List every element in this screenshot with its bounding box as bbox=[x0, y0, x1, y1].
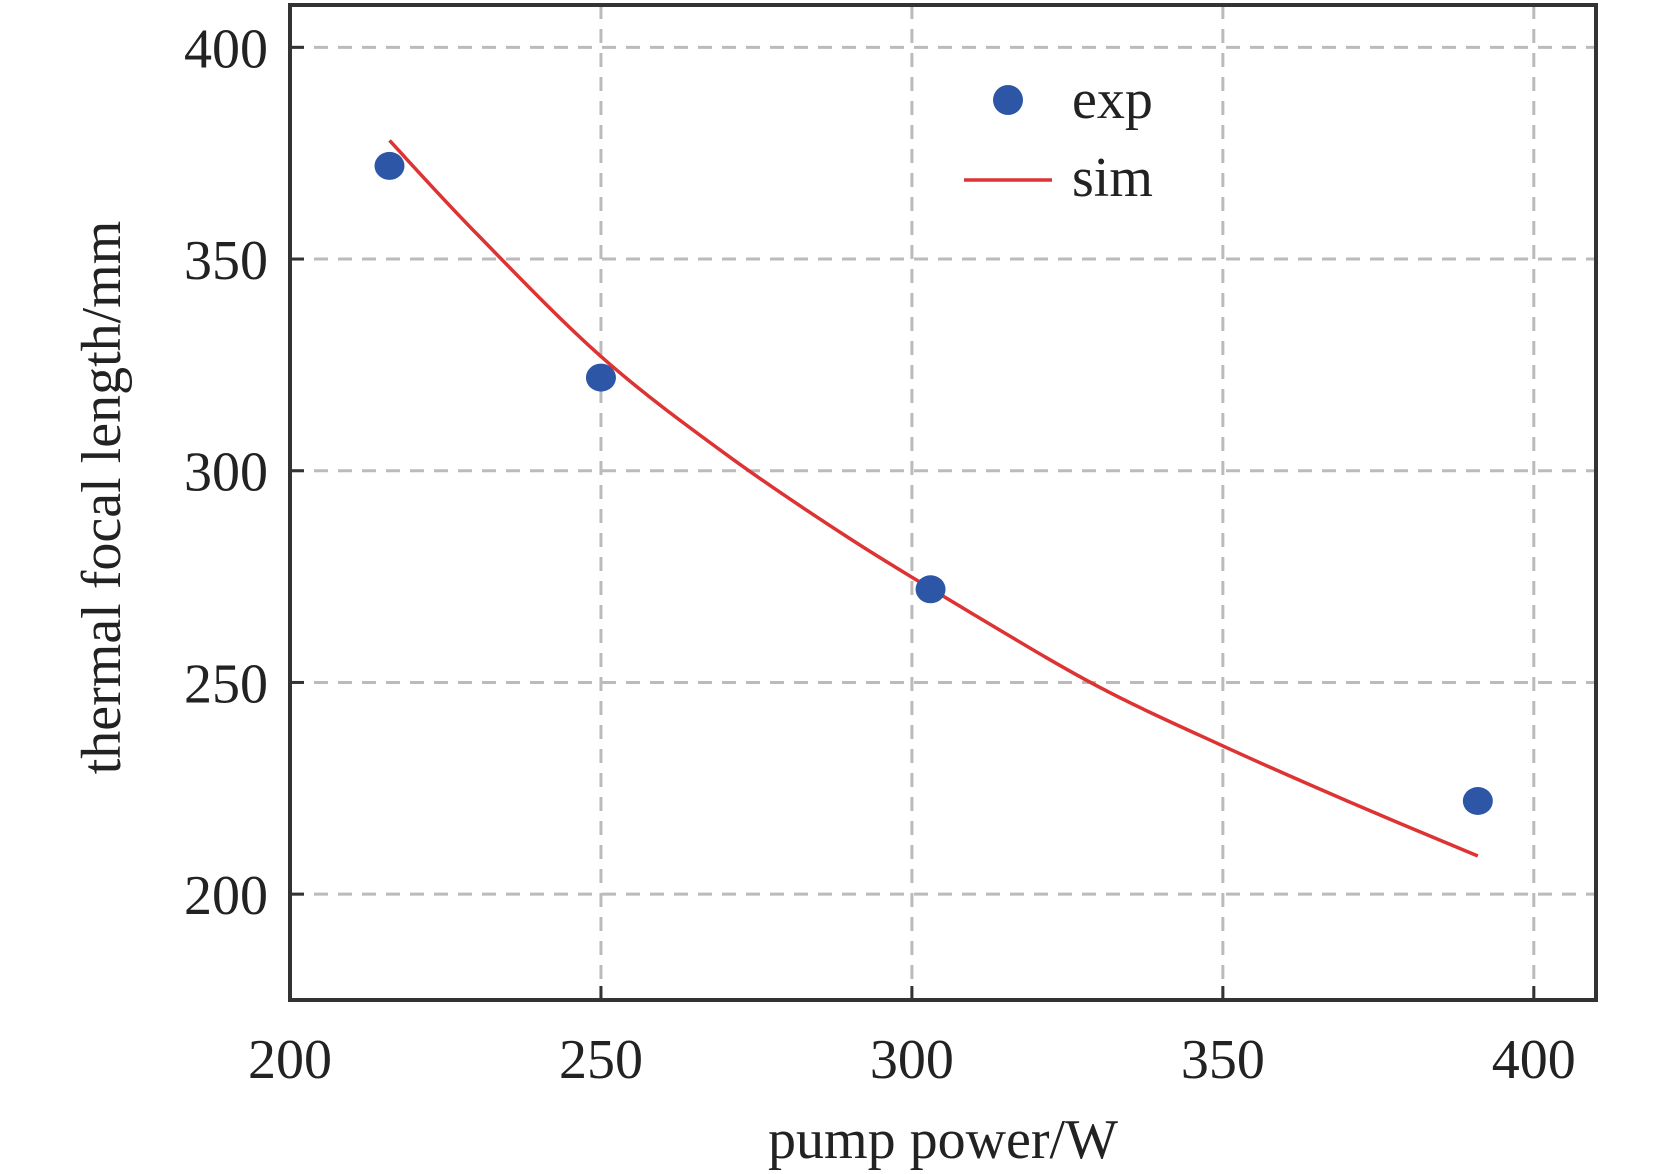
exp-data-point bbox=[374, 151, 405, 180]
x-axis-ticks: 200 250 300 350 400 bbox=[248, 986, 1576, 1091]
legend-sim-label: sim bbox=[1072, 147, 1153, 209]
x-tick-label: 350 bbox=[1181, 1029, 1265, 1091]
x-tick-label: 250 bbox=[559, 1029, 643, 1091]
x-axis-label: pump power/W bbox=[768, 1109, 1118, 1171]
exp-data-point bbox=[915, 575, 946, 604]
sim-series-line bbox=[388, 139, 1479, 858]
plot-frame bbox=[288, 3, 1598, 1002]
series bbox=[374, 139, 1493, 858]
x-tick-label: 200 bbox=[248, 1029, 332, 1091]
x-tick-label: 400 bbox=[1492, 1029, 1576, 1091]
y-tick-label: 250 bbox=[184, 653, 268, 715]
y-tick-label: 400 bbox=[184, 18, 268, 80]
exp-data-point bbox=[585, 363, 616, 392]
y-tick-label: 200 bbox=[184, 865, 268, 927]
y-axis-label: thermal focal length/mm bbox=[71, 221, 133, 775]
y-tick-label: 350 bbox=[184, 230, 268, 292]
y-tick-label: 300 bbox=[184, 442, 268, 504]
exp-data-point bbox=[1462, 787, 1493, 815]
legend-exp-label: exp bbox=[1072, 69, 1153, 131]
x-tick-label: 300 bbox=[870, 1029, 954, 1091]
y-axis-ticks: 200 250 300 350 400 bbox=[184, 18, 304, 927]
legend-exp-marker bbox=[993, 85, 1023, 115]
legend: exp sim bbox=[964, 69, 1153, 209]
grid bbox=[290, 5, 1596, 1000]
